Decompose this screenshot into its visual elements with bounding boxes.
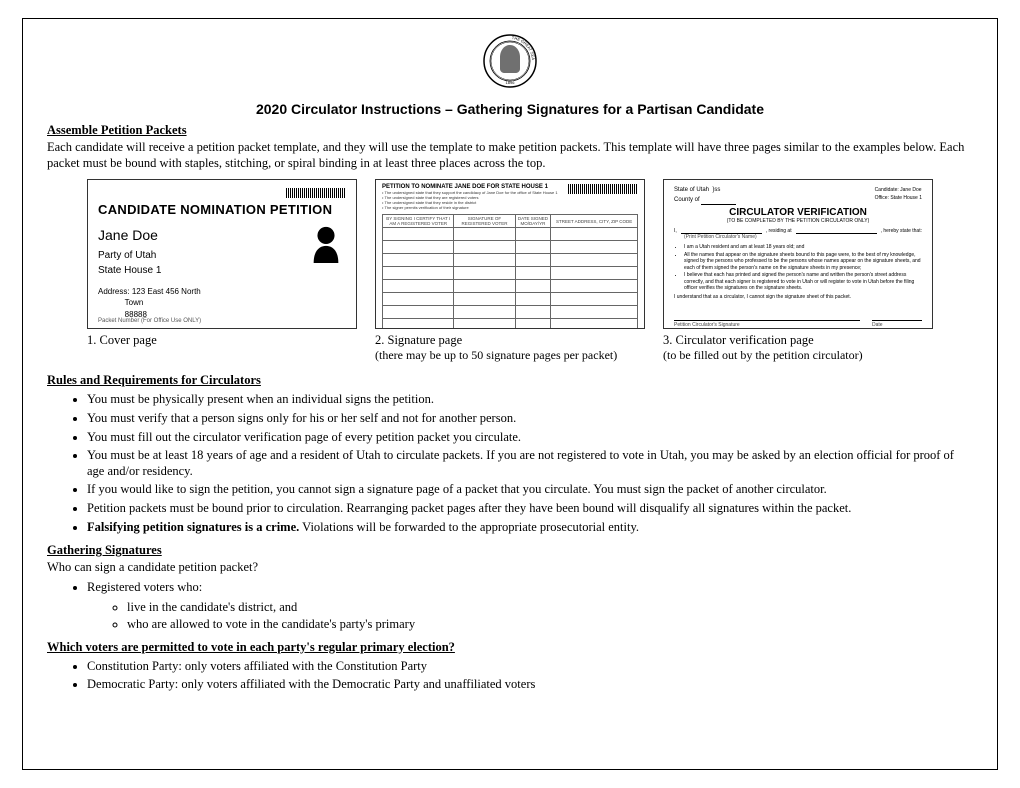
example-verification-page: State of Utah }ss County of Candidate: J… [663,179,933,329]
verif-hereby: , hereby state that: [881,228,922,234]
gathering-item: Registered voters who: [87,580,973,596]
sig-tiny-text: • The undersigned state that they suppor… [382,191,558,210]
page-title: 2020 Circulator Instructions – Gathering… [47,101,973,117]
rule-item: Petition packets must be bound prior to … [87,501,973,517]
cover-party: Party of Utah [98,248,201,263]
examples-row: CANDIDATE NOMINATION PETITION Jane Doe P… [87,179,933,329]
example-cover-page: CANDIDATE NOMINATION PETITION Jane Doe P… [87,179,357,329]
primary-item: Democratic Party: only voters affiliated… [87,677,973,693]
svg-text:1896: 1896 [506,80,516,85]
sig-col1: BY SIGNING I CERTIFY THAT I AM A REGISTE… [383,215,454,228]
cover-addr-label: Address: [98,287,130,296]
verif-residing: , residing at [766,228,792,234]
cover-addr2: Town [125,298,144,307]
verif-cand-label: Candidate: [875,187,899,193]
barcode-icon [286,188,346,198]
example-captions: 1. Cover page 2. Signature page (there m… [87,333,933,363]
table-row [383,306,638,319]
verif-state: State of Utah [674,187,709,193]
sig-col2: SIGNATURE OF REGISTERED VOTER [454,215,515,228]
caption-3-sub: (to be filled out by the petition circul… [663,348,933,363]
cover-addr1: 123 East 456 North [132,287,201,296]
table-row [383,319,638,329]
rule-item: Falsifying petition signatures is a crim… [87,520,973,536]
table-row [383,241,638,254]
gathering-subitem: live in the candidate's district, and [127,600,973,615]
cover-candidate-name: Jane Doe [98,225,201,246]
table-row [383,280,638,293]
verif-date-label: Date [872,322,922,328]
caption-1: 1. Cover page [87,333,357,348]
verif-office-label: Office: [875,195,889,201]
rule-item-bold: Falsifying petition signatures is a crim… [87,520,299,534]
state-seal: THE GREAT SEAL OF THE 1896 [47,33,973,93]
verif-i: I, [674,228,677,234]
primary-item: Constitution Party: only voters affiliat… [87,659,973,675]
verif-understand: I understand that as a circulator, I can… [674,294,922,301]
cover-title: CANDIDATE NOMINATION PETITION [98,202,346,217]
section-rules-heading: Rules and Requirements for Circulators [47,373,973,388]
caption-3: 3. Circulator verification page [663,333,933,348]
rule-item: You must be at least 18 years of age and… [87,448,973,479]
barcode-icon [568,184,638,194]
table-row [383,267,638,280]
verif-subtitle: (TO BE COMPLETED BY THE PETITION CIRCULA… [674,218,922,224]
verif-b1: I am a Utah resident and am at least 18 … [684,244,922,251]
verif-sig-label: Petition Circulator's Signature [674,322,860,328]
gathering-list: Registered voters who: [87,580,973,596]
example-signature-page: PETITION TO NOMINATE JANE DOE FOR STATE … [375,179,645,329]
seal-icon: THE GREAT SEAL OF THE 1896 [482,33,538,89]
cover-footer: Packet Number (For Office Use ONLY) [98,318,201,324]
section-primary-heading: Which voters are permitted to vote in ea… [47,640,973,655]
primary-list: Constitution Party: only voters affiliat… [87,659,973,693]
page: THE GREAT SEAL OF THE 1896 2020 Circulat… [0,0,1020,788]
verif-county: County of [674,197,700,203]
verif-title: CIRCULATOR VERIFICATION [674,207,922,218]
verif-b2: All the names that appear on the signatu… [684,252,922,272]
section-assemble-heading: Assemble Petition Packets [47,123,973,138]
sig-col3: DATE SIGNED MO/DAY/YR [515,215,551,228]
rule-item: If you would like to sign the petition, … [87,482,973,498]
gathering-subitem: who are allowed to vote in the candidate… [127,617,973,632]
sig-col4: STREET ADDRESS, CITY, ZIP CODE [551,215,638,228]
cover-office: State House 1 [98,263,201,278]
verif-name-label: (Print Petition Circulator's Name) [684,234,922,240]
table-row [383,254,638,267]
rule-item: You must fill out the circulator verific… [87,430,973,446]
rule-item: You must be physically present when an i… [87,392,973,408]
section-assemble-text: Each candidate will receive a petition p… [47,140,973,171]
gathering-sublist: live in the candidate's district, and wh… [127,600,973,632]
table-row [383,293,638,306]
caption-2: 2. Signature page [375,333,645,348]
signature-table: BY SIGNING I CERTIFY THAT I AM A REGISTE… [382,214,638,329]
rule-item-rest: Violations will be forwarded to the appr… [299,520,639,534]
section-gathering-heading: Gathering Signatures [47,543,973,558]
silhouette-icon [310,225,342,263]
caption-2-sub: (there may be up to 50 signature pages p… [375,348,645,363]
verif-cand-val: Jane Doe [900,187,921,193]
verif-b3: I believe that each has printed and sign… [684,272,922,292]
gathering-question: Who can sign a candidate petition packet… [47,560,973,576]
table-row [383,228,638,241]
rule-item: You must verify that a person signs only… [87,411,973,427]
rules-list: You must be physically present when an i… [87,392,973,535]
verif-office-val: State House 1 [890,195,922,201]
content-frame: THE GREAT SEAL OF THE 1896 2020 Circulat… [22,18,998,770]
